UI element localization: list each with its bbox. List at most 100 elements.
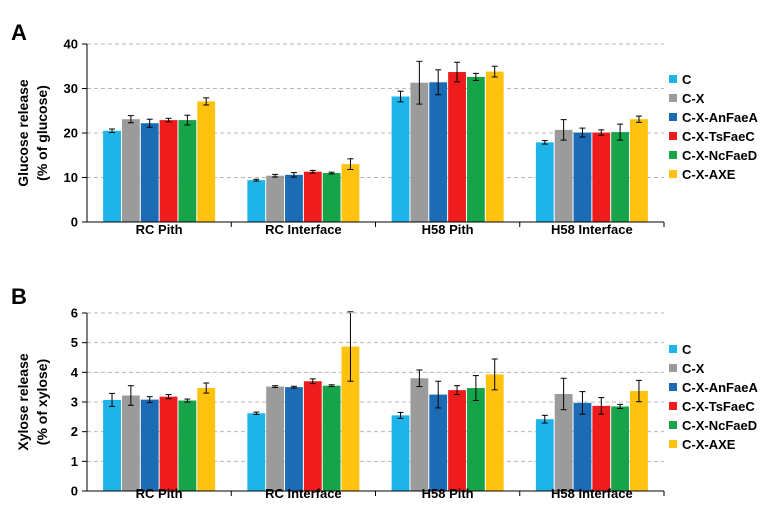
panel-b: B Xylose release (% of xylose) 0 1 2 3 4 5 6 RC Pi… — [11, 284, 758, 501]
x-tick-label: H58 Interface — [551, 222, 633, 237]
x-tick-label: RC Interface — [265, 486, 342, 501]
bar — [611, 406, 630, 491]
bar — [535, 142, 554, 222]
bar — [140, 399, 159, 491]
y-tick-label: 30 — [64, 81, 78, 96]
legend-label: C-X-NcFaeD — [682, 148, 757, 163]
legend-label: C-X-TsFaeC — [682, 399, 755, 414]
bar — [322, 173, 341, 222]
legend-swatch — [669, 383, 677, 391]
bar — [391, 415, 410, 491]
legend-label: C-X-TsFaeC — [682, 129, 755, 144]
bar — [448, 72, 466, 222]
bar — [266, 175, 285, 222]
bar — [341, 164, 360, 222]
bar — [592, 405, 611, 491]
bar — [178, 400, 197, 491]
bar — [630, 119, 648, 222]
bar — [466, 388, 485, 491]
legend-swatch — [669, 132, 677, 140]
bar — [466, 76, 485, 223]
bar — [303, 171, 322, 222]
legend-label: C — [682, 72, 692, 87]
x-tick-label: H58 Pith — [422, 222, 474, 237]
y-tick-label: 4 — [71, 365, 79, 380]
legend-swatch — [669, 364, 677, 372]
legend-swatch — [669, 113, 677, 121]
bar — [159, 396, 178, 491]
legend-label: C-X-AnFaeA — [682, 380, 758, 395]
bar — [630, 391, 648, 491]
legend-swatch — [669, 170, 677, 178]
bar — [285, 174, 303, 222]
bar — [341, 346, 360, 491]
y-tick-label: 0 — [71, 484, 78, 499]
bar — [103, 399, 121, 491]
y-tick-label: 40 — [64, 37, 78, 52]
y-tick-label: 6 — [71, 306, 78, 321]
legend-label: C-X — [682, 361, 705, 376]
legend-swatch — [669, 402, 677, 410]
panel-a: A Glucose release (% of glucose) 0 10 20 30 40 R… — [11, 20, 758, 237]
y-tick-label: 0 — [71, 215, 78, 230]
bar — [410, 378, 429, 491]
bar — [285, 387, 303, 491]
bar — [247, 413, 266, 491]
bar — [391, 96, 410, 222]
legend-swatch — [669, 75, 677, 83]
bar — [485, 374, 504, 491]
legend-label: C-X-AnFaeA — [682, 110, 758, 125]
bar — [573, 132, 592, 222]
y-axis-label: Glucose release — [15, 79, 31, 187]
bar — [266, 386, 285, 491]
legend-label: C-X-AXE — [682, 167, 736, 182]
bar — [410, 82, 429, 222]
x-tick-label: RC Interface — [265, 222, 342, 237]
bar — [197, 101, 216, 222]
y-tick-label: 20 — [64, 126, 78, 141]
y-axis-label: (% of xylose) — [34, 359, 50, 445]
bar — [554, 129, 573, 222]
bar — [485, 71, 504, 222]
y-axis-label: (% of glucose) — [34, 85, 50, 181]
bar — [448, 390, 466, 491]
y-tick-label: 5 — [71, 335, 78, 350]
panel-letter: B — [11, 284, 27, 309]
legend-swatch — [669, 94, 677, 102]
legend-label: C — [682, 342, 692, 357]
legend-label: C-X-AXE — [682, 437, 736, 452]
legend-swatch — [669, 440, 677, 448]
legend-swatch — [669, 151, 677, 159]
x-tick-label: RC Pith — [136, 486, 183, 501]
bar — [592, 132, 611, 222]
bar — [121, 395, 140, 491]
legend-swatch — [669, 421, 677, 429]
bar — [303, 381, 322, 491]
x-tick-label: H58 Pith — [422, 486, 474, 501]
x-tick-label: H58 Interface — [551, 486, 633, 501]
bar — [121, 119, 140, 222]
bar — [611, 132, 630, 222]
bar — [159, 120, 178, 222]
y-axis-label: Xylose release — [15, 353, 31, 451]
legend-label: C-X — [682, 91, 705, 106]
panel-letter: A — [11, 20, 27, 45]
bar — [535, 419, 554, 491]
x-tick-label: RC Pith — [136, 222, 183, 237]
bar — [554, 393, 573, 491]
y-tick-label: 3 — [71, 395, 78, 410]
legend-swatch — [669, 345, 677, 353]
y-tick-label: 10 — [64, 170, 78, 185]
bar — [573, 402, 592, 491]
bar — [103, 130, 121, 222]
bar — [429, 82, 448, 223]
bar — [429, 394, 448, 491]
bar — [140, 123, 159, 222]
bar — [247, 180, 266, 222]
y-tick-label: 1 — [71, 454, 78, 469]
bar — [197, 388, 216, 491]
legend-label: C-X-NcFaeD — [682, 418, 757, 433]
bar — [178, 120, 197, 222]
bar — [322, 385, 341, 491]
